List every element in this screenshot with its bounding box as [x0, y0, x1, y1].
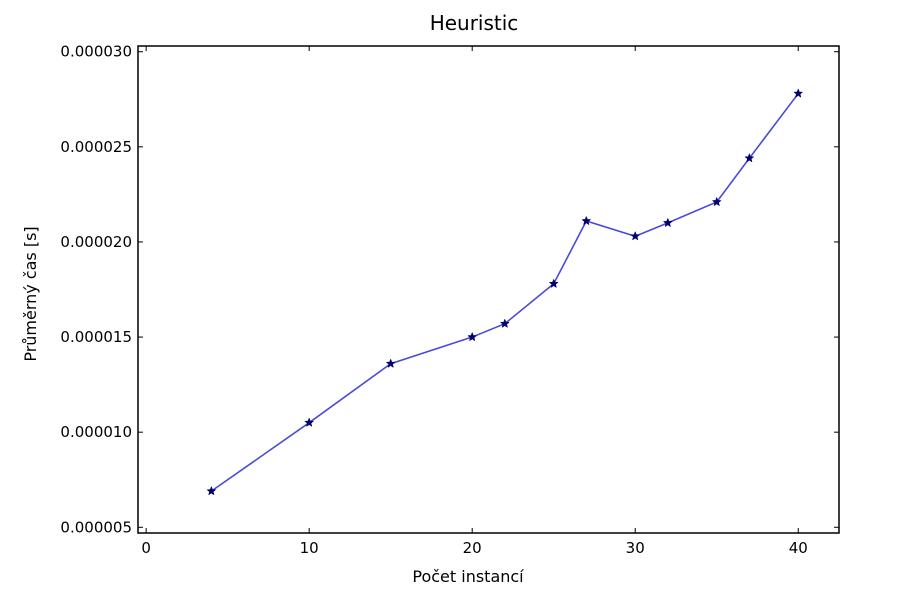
- x-axis: 0 10 20 30 40: [141, 46, 808, 557]
- data-point-star: [499, 318, 510, 329]
- y-axis: 0.000005 0.000010 0.000015 0.000020 0.000025…: [60, 43, 839, 536]
- data-point-star: [206, 485, 217, 496]
- plot-frame: [137, 45, 840, 534]
- data-point-star: [630, 230, 641, 241]
- x-tick-label: 10: [300, 539, 319, 557]
- data-point-star: [662, 217, 673, 228]
- data-point-star: [467, 331, 478, 342]
- data-point-star: [548, 278, 559, 289]
- data-point-star: [385, 358, 396, 368]
- data-point-star: [581, 215, 592, 226]
- y-axis-label: Průměrný čas [s]: [21, 226, 40, 361]
- data-point-star: [304, 417, 315, 427]
- y-tick-label: 0.000005: [60, 518, 132, 536]
- y-tick-label: 0.000030: [60, 43, 132, 61]
- x-axis-label: Počet instancí: [412, 567, 524, 586]
- x-tick-label: 30: [626, 539, 645, 557]
- series-line: [210, 93, 799, 492]
- y-tick-label: 0.000020: [60, 233, 132, 251]
- x-tick-label: 0: [141, 539, 151, 557]
- chart-title: Heuristic: [430, 11, 519, 35]
- y-tick-label: 0.000010: [60, 423, 132, 441]
- y-tick-label: 0.000025: [60, 138, 132, 156]
- series-layer: [206, 88, 804, 496]
- x-tick-label: 20: [463, 539, 482, 557]
- data-point-star: [711, 196, 722, 207]
- data-point-star: [793, 88, 804, 98]
- y-tick-label: 0.000015: [60, 328, 132, 346]
- x-tick-label: 40: [789, 539, 808, 557]
- data-point-star: [744, 152, 755, 163]
